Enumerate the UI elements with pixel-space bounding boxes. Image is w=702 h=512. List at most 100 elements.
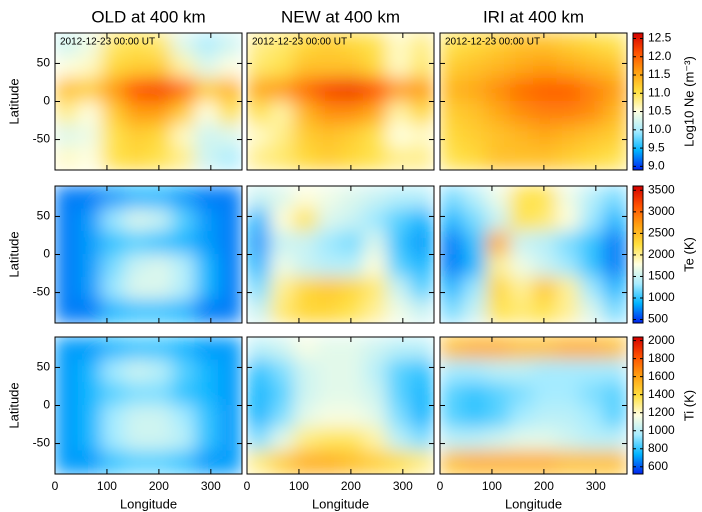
heat-cell: [77, 146, 103, 170]
colorbar-label: Log10 Ne (m⁻³): [681, 56, 696, 147]
heat-cell: [340, 405, 365, 429]
heat-cell: [462, 359, 488, 384]
heat-cell: [218, 450, 242, 474]
heat-cell: [269, 33, 295, 57]
colorbar-tick-label: 1500: [648, 269, 675, 283]
heat-cell: [218, 208, 242, 233]
heat-cell: [293, 382, 318, 406]
heat-cell: [171, 359, 196, 384]
heat-cell: [556, 427, 581, 452]
heat-cell: [579, 450, 605, 474]
heat-cell: [462, 254, 488, 278]
heat-cell: [101, 254, 126, 278]
heat-cell: [218, 78, 242, 102]
timestamp: 2012-12-23 00:00 UT: [445, 37, 540, 48]
heat-cell: [340, 123, 365, 148]
heat-cell: [340, 359, 365, 384]
heat-cell: [247, 450, 271, 474]
heat-cell: [603, 299, 627, 323]
heat-cell: [148, 450, 173, 474]
heat-cell: [316, 299, 341, 323]
heat-cell: [386, 299, 412, 323]
heat-cell: [77, 337, 103, 361]
heat-cell: [247, 33, 271, 57]
colorbar-tick-label: 10.5: [648, 104, 672, 118]
heat-cell: [440, 186, 464, 210]
heat-cell: [194, 450, 220, 474]
colorbar-label: Ti (K): [681, 390, 696, 421]
heat-cell: [124, 208, 149, 233]
heat-cell: [340, 427, 365, 452]
heat-cell: [218, 254, 242, 278]
heat-cell: [462, 146, 488, 170]
panel-title: OLD at 400 km: [91, 7, 205, 26]
heat-cell: [486, 254, 511, 278]
heat-cell: [486, 146, 511, 170]
heat-cell: [171, 78, 196, 102]
panel: [247, 186, 434, 323]
heat-cell: [363, 254, 388, 278]
timestamp: 2012-12-23 00:00 UT: [60, 37, 155, 48]
heat-cell: [340, 146, 365, 170]
heat-cell: [124, 146, 149, 170]
heat-cell: [269, 382, 295, 406]
heat-cell: [101, 427, 126, 452]
heat-cell: [386, 450, 412, 474]
heat-cell: [171, 276, 196, 301]
colorbar-tick-label: 2000: [648, 247, 675, 261]
heat-cell: [247, 78, 271, 102]
heat-cell: [603, 231, 627, 255]
heat-cell: [194, 231, 220, 255]
heat-cell: [603, 427, 627, 452]
heat-cell: [462, 450, 488, 474]
heat-cell: [579, 382, 605, 406]
heat-cell: [77, 299, 103, 323]
heat-cell: [218, 33, 242, 57]
heat-cell: [171, 55, 196, 80]
heatmap-cells: [247, 186, 434, 323]
x-tick-label: 100: [289, 479, 309, 493]
heat-cell: [533, 427, 558, 452]
heat-cell: [101, 55, 126, 80]
heat-cell: [556, 382, 581, 406]
heat-cell: [194, 382, 220, 406]
heat-cell: [533, 382, 558, 406]
heat-cell: [440, 78, 464, 102]
heat-cell: [440, 33, 464, 57]
heat-cell: [410, 123, 434, 148]
heat-cell: [410, 78, 434, 102]
heat-cell: [556, 55, 581, 80]
heat-cell: [509, 450, 534, 474]
heat-cell: [101, 337, 126, 361]
heat-cell: [124, 186, 149, 210]
heat-cell: [410, 208, 434, 233]
colorbar: [632, 32, 644, 171]
heat-cell: [603, 254, 627, 278]
heat-cell: [247, 276, 271, 301]
heat-cell: [77, 101, 103, 125]
heat-cell: [363, 146, 388, 170]
heat-cell: [101, 450, 126, 474]
heat-cell: [363, 33, 388, 57]
heat-cell: [269, 254, 295, 278]
heat-cell: [509, 405, 534, 429]
heat-cell: [386, 33, 412, 57]
heat-cell: [440, 276, 464, 301]
heat-cell: [533, 123, 558, 148]
heat-cell: [363, 405, 388, 429]
heat-cell: [462, 186, 488, 210]
heat-cell: [101, 276, 126, 301]
heat-cell: [386, 231, 412, 255]
colorbar: [632, 336, 644, 475]
heat-cell: [462, 337, 488, 361]
heat-cell: [293, 101, 318, 125]
heat-cell: [556, 337, 581, 361]
heat-cell: [124, 101, 149, 125]
heat-cell: [247, 208, 271, 233]
heat-cell: [556, 78, 581, 102]
heat-cell: [293, 405, 318, 429]
timestamp: 2012-12-23 00:00 UT: [252, 37, 347, 48]
heat-cell: [194, 337, 220, 361]
heat-cell: [340, 254, 365, 278]
heat-cell: [603, 78, 627, 102]
